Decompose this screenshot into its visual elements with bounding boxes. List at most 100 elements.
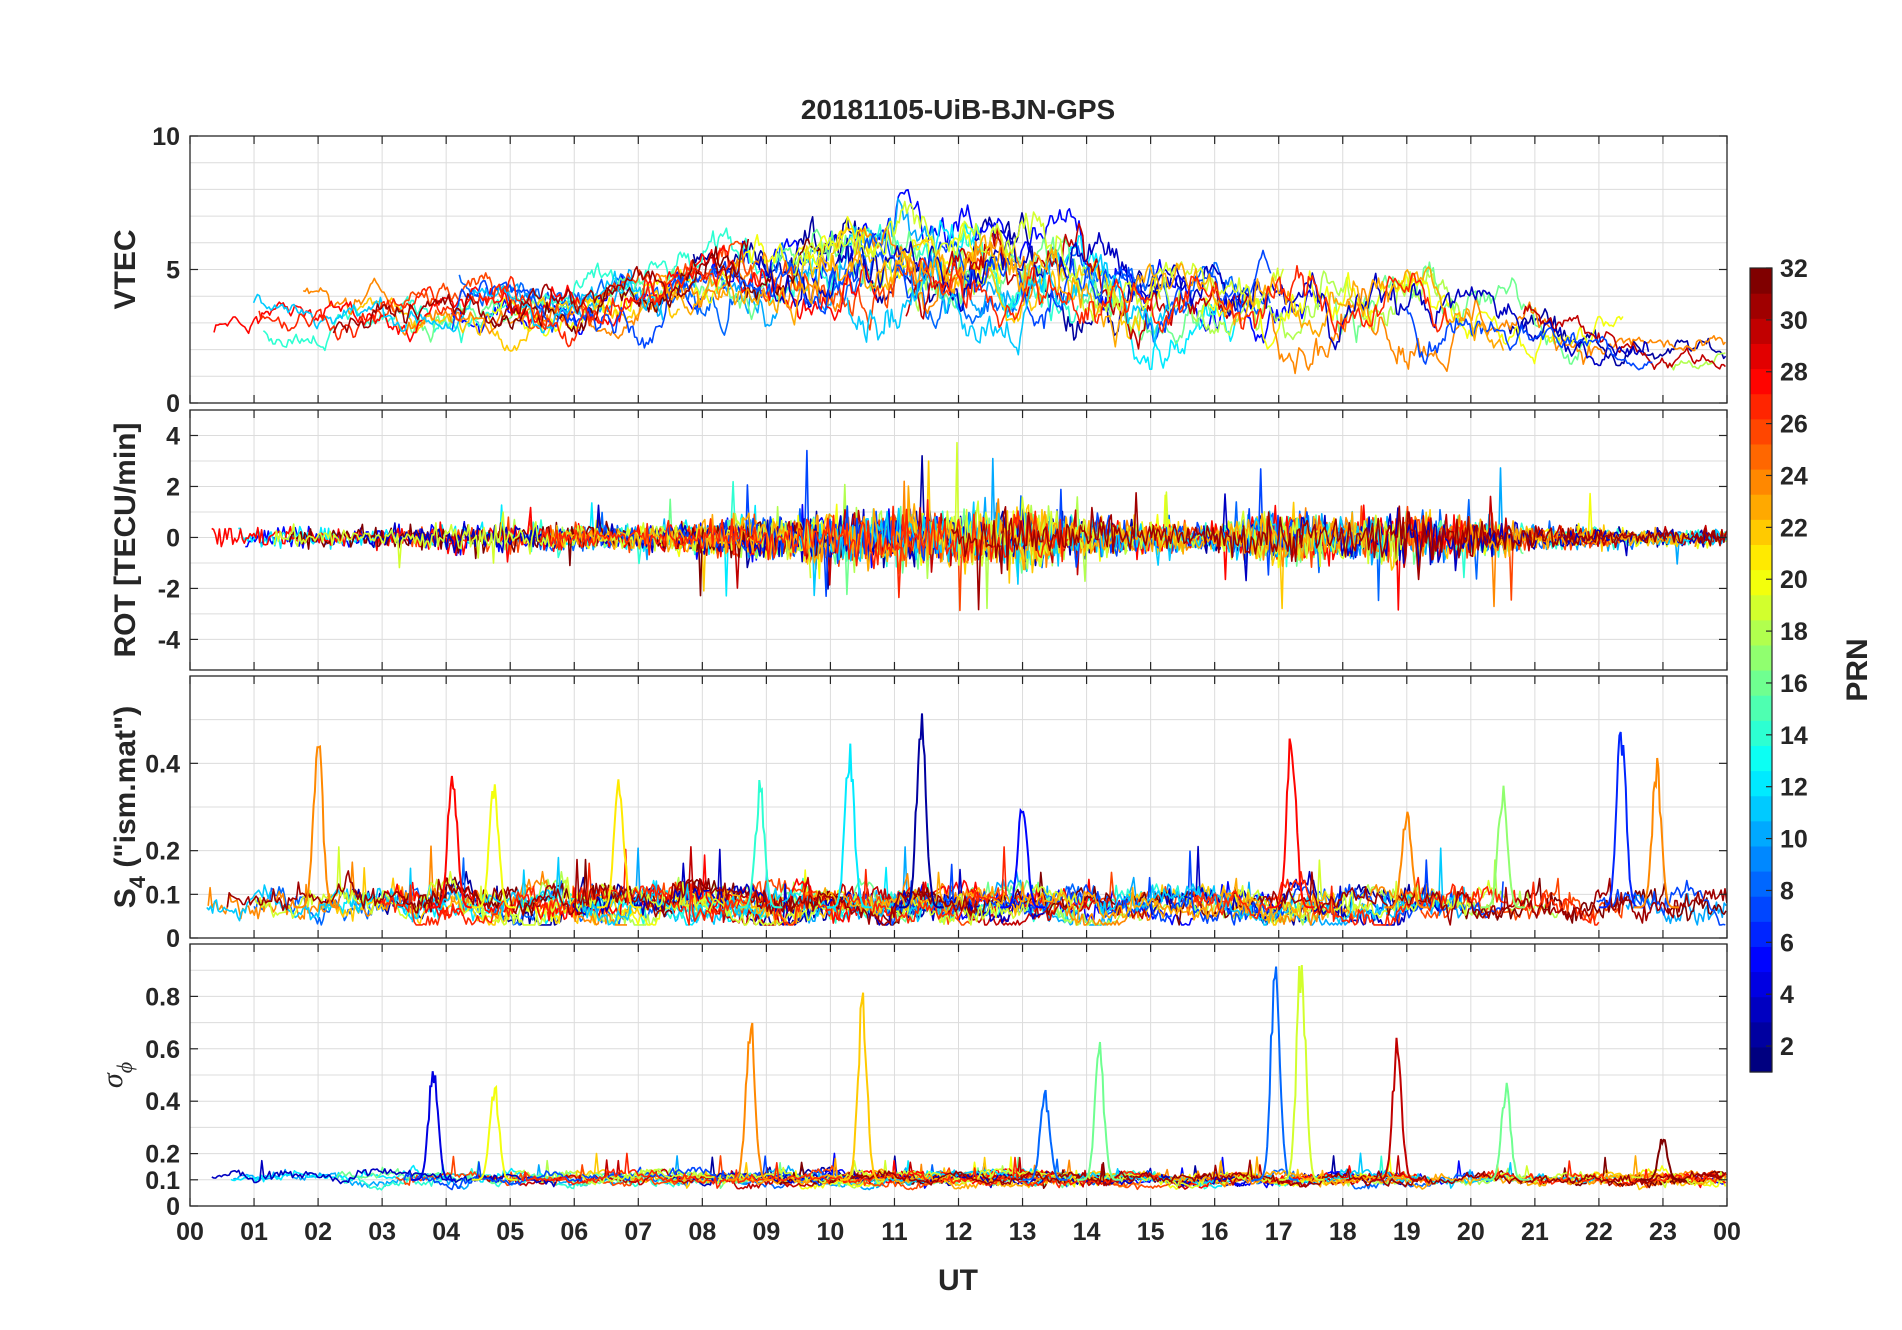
colorbar-swatch <box>1750 494 1772 520</box>
x-axis-label: UT <box>938 1264 978 1297</box>
x-tick-label: 16 <box>1201 1218 1229 1246</box>
spike-prn-19 <box>1278 964 1324 1181</box>
colorbar-tick-label: 8 <box>1780 877 1794 905</box>
colorbar-tick-label: 18 <box>1780 618 1808 646</box>
y-tick-label: 0 <box>166 1193 180 1221</box>
trace-prn-20 <box>491 215 1014 337</box>
colorbar-swatch <box>1750 745 1772 772</box>
colorbar-tick-label: 24 <box>1780 462 1808 490</box>
trace-prn-27 <box>1478 1160 1727 1186</box>
spike-prn-4 <box>410 1071 456 1181</box>
x-tick-label: 09 <box>752 1218 780 1246</box>
x-tick-label: 08 <box>688 1218 716 1246</box>
colorbar-tick-label: 16 <box>1780 670 1808 698</box>
trace-prn-31 <box>1694 1171 1727 1180</box>
y-tick-label: 0.6 <box>145 1036 180 1064</box>
spike-prn-21 <box>596 779 642 909</box>
colorbar-tick-label: 6 <box>1780 929 1794 957</box>
y-tick-label: 0.1 <box>145 1167 180 1195</box>
colorbar-tick-label: 28 <box>1780 359 1808 387</box>
x-tick-label: 00 <box>176 1218 204 1246</box>
x-tick-label: 07 <box>624 1218 652 1246</box>
trace-prn-3 <box>211 1159 557 1188</box>
colorbar-tick-label: 22 <box>1780 514 1808 542</box>
y-tick-label: 2 <box>166 473 180 501</box>
colorbar-swatch <box>1750 569 1772 596</box>
colorbar-swatch <box>1750 896 1772 922</box>
trace-prn-30 <box>649 846 1147 926</box>
trace-prn-11 <box>252 270 664 334</box>
colorbar-swatch <box>1750 921 1772 947</box>
y-tick-label: 0.2 <box>145 838 180 866</box>
colorbar-swatch <box>1750 644 1772 671</box>
trace-prn-11 <box>1648 529 1727 546</box>
panel-sigma: 00.10.2 0.4 0.6 0.8 σϕ 00 01 02 03 04 05 06 07 08 09 10… <box>96 943 1741 1246</box>
x-tick-label: 12 <box>945 1218 973 1246</box>
trace-prn-23 <box>659 234 1505 351</box>
trace-prn-31 <box>1257 871 1727 926</box>
y-tick-label: 0.1 <box>145 881 180 909</box>
trace-prn-19 <box>253 846 1078 926</box>
y-tick-label: 0 <box>166 524 180 552</box>
colorbar-swatch <box>1750 443 1772 470</box>
colorbar-swatch <box>1750 293 1772 319</box>
trace-prn-27 <box>538 499 1069 599</box>
chart-title: 20181105-UiB-BJN-GPS <box>801 94 1115 125</box>
colorbar-swatch <box>1750 469 1772 495</box>
trace-prn-5 <box>898 881 1294 926</box>
y-tick-label: 0.2 <box>145 1141 180 1169</box>
colorbar-swatch <box>1750 820 1772 847</box>
colorbar-label: PRN <box>1841 638 1874 701</box>
colorbar-tick-label: 32 <box>1780 255 1808 283</box>
x-tick-label: 17 <box>1265 1218 1293 1246</box>
y-axis-label: S4 ("ism.mat") <box>109 706 150 908</box>
spike-prn-16 <box>1483 1082 1529 1181</box>
y-axis-label: VTEC <box>109 229 142 309</box>
panel-vtec: 0 5 10 VTEC <box>109 123 1728 418</box>
trace-prn-26 <box>368 240 990 331</box>
trace-prn-31 <box>226 858 978 926</box>
trace-prn-19 <box>935 441 1410 568</box>
colorbar-swatch <box>1750 871 1772 897</box>
trace-prn-2 <box>1507 308 1727 367</box>
spike-prn-20 <box>471 1084 517 1181</box>
y-tick-label: -2 <box>158 575 180 603</box>
y-tick-label: 0 <box>166 925 180 953</box>
x-tick-label: 15 <box>1137 1218 1165 1246</box>
colorbar-swatch <box>1750 720 1772 746</box>
spike-prn-12 <box>827 743 872 909</box>
trace-prn-27 <box>381 846 1007 926</box>
traces <box>211 964 1727 1191</box>
spike-prn-24 <box>295 744 340 909</box>
colorbar-swatch <box>1750 268 1772 294</box>
panel-rot: -4 -2 0 2 4 ROT [TECU/min] <box>109 409 1728 671</box>
colorbar-swatch <box>1750 318 1772 344</box>
trace-prn-31 <box>1694 528 1727 547</box>
spike-prn-14 <box>737 779 783 909</box>
y-axis-label: ROT [TECU/min] <box>109 423 142 658</box>
trace-prn-23 <box>720 871 1328 926</box>
colorbar-tick-label: 12 <box>1780 774 1808 802</box>
spike-prn-24 <box>1384 811 1430 909</box>
trace-prn-18 <box>1665 352 1726 371</box>
x-tick-label: 18 <box>1329 1218 1357 1246</box>
trace-prn-7 <box>451 232 1272 349</box>
x-tick-label: 19 <box>1393 1218 1421 1246</box>
colorbar-swatch <box>1750 619 1772 646</box>
spike-prn-6 <box>1598 731 1644 909</box>
spike-prn-22 <box>840 992 885 1181</box>
colorbar-swatch <box>1750 594 1772 621</box>
x-tick-label: 04 <box>432 1218 460 1246</box>
colorbar-swatch <box>1750 770 1772 797</box>
spike-prn-16 <box>1077 1041 1122 1181</box>
x-tick-label: 13 <box>1009 1218 1037 1246</box>
spike-prn-17 <box>1480 785 1526 909</box>
colorbar-swatch <box>1750 1046 1772 1073</box>
x-tick-label: 06 <box>560 1218 588 1246</box>
x-tick-label: 10 <box>817 1218 845 1246</box>
spike-prn-24 <box>728 1022 773 1181</box>
x-tick-label: 21 <box>1521 1218 1549 1246</box>
colorbar-tick-label: 30 <box>1780 307 1808 335</box>
traces <box>211 441 1727 612</box>
